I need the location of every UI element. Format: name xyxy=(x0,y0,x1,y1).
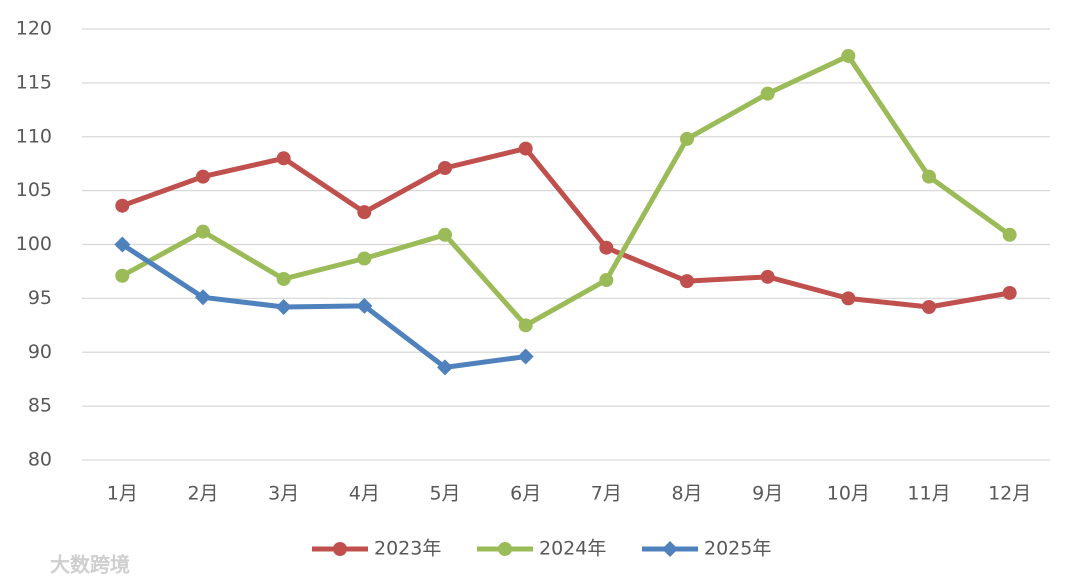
marker xyxy=(1002,227,1017,242)
marker xyxy=(599,240,614,255)
marker xyxy=(357,205,372,220)
marker xyxy=(517,348,534,365)
y-tick-label: 120 xyxy=(16,18,52,40)
x-tick-label: 4月 xyxy=(349,483,380,505)
marker xyxy=(841,291,856,306)
marker xyxy=(276,151,291,166)
y-tick-label: 115 xyxy=(16,71,52,93)
marker xyxy=(196,224,210,239)
marker xyxy=(438,160,452,175)
marker xyxy=(518,318,533,333)
y-tick-label: 80 xyxy=(28,449,52,471)
x-tick-label: 2月 xyxy=(187,483,218,505)
marker xyxy=(438,227,452,242)
marker xyxy=(437,359,453,376)
marker xyxy=(196,169,210,184)
y-tick-label: 95 xyxy=(28,287,52,309)
marker xyxy=(195,289,211,306)
marker xyxy=(357,251,372,266)
legend-label: 2025年 xyxy=(704,538,771,560)
x-tick-label: 11月 xyxy=(907,483,950,505)
x-tick-label: 5月 xyxy=(429,483,460,505)
marker xyxy=(275,298,292,315)
legend-label: 2024年 xyxy=(539,538,606,560)
series-line xyxy=(120,242,526,370)
marker xyxy=(1002,285,1017,300)
marker xyxy=(922,299,936,314)
legend-label: 2023年 xyxy=(374,538,441,560)
marker xyxy=(276,271,291,286)
marker xyxy=(680,131,694,146)
y-tick-label: 105 xyxy=(16,179,52,201)
marker xyxy=(114,236,131,253)
x-tick-label: 7月 xyxy=(591,483,622,505)
x-tick-label: 3月 xyxy=(268,483,299,505)
x-tick-label: 10月 xyxy=(827,483,870,505)
marker xyxy=(662,541,678,557)
x-tick-label: 9月 xyxy=(752,483,783,505)
marker xyxy=(498,542,512,556)
marker xyxy=(841,48,856,63)
marker xyxy=(356,297,373,314)
y-tick-label: 110 xyxy=(16,125,52,147)
marker xyxy=(760,86,775,101)
watermark: 大数跨境 xyxy=(50,553,130,577)
y-tick-label: 85 xyxy=(28,395,52,417)
marker xyxy=(115,268,130,283)
series-line xyxy=(121,53,1012,328)
marker xyxy=(333,542,347,556)
marker xyxy=(760,269,775,284)
series-line xyxy=(121,146,1011,310)
marker xyxy=(115,198,130,213)
marker xyxy=(599,273,614,288)
x-tick-label: 6月 xyxy=(510,483,541,505)
marker xyxy=(922,169,936,184)
marker xyxy=(518,141,533,156)
x-tick-label: 1月 xyxy=(107,483,138,505)
x-tick-label: 8月 xyxy=(671,483,702,505)
marker xyxy=(680,274,694,289)
y-tick-label: 100 xyxy=(16,233,52,255)
x-tick-label: 12月 xyxy=(988,483,1031,505)
y-tick-label: 90 xyxy=(28,341,52,363)
